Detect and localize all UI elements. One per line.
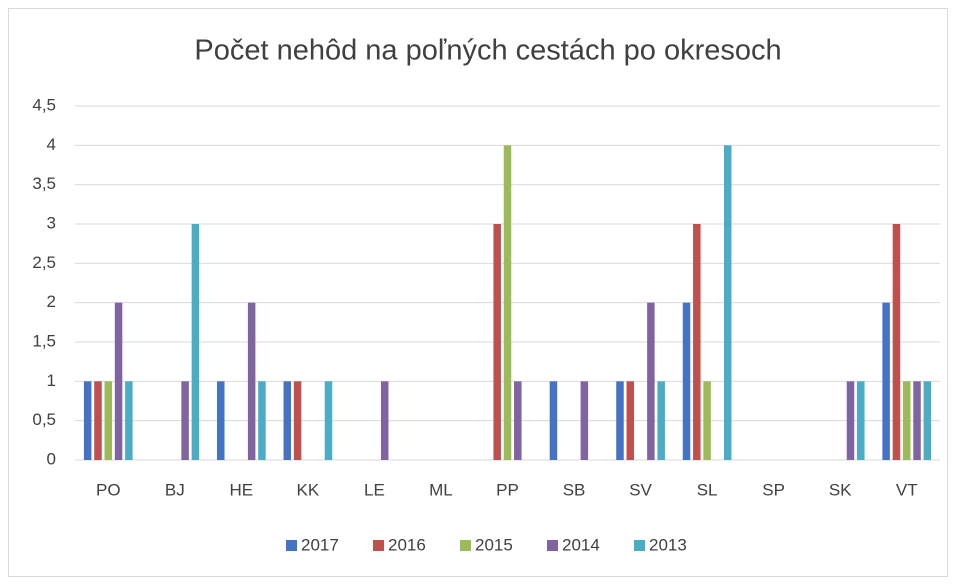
bar	[723, 145, 732, 461]
y-tick-label: 1	[47, 371, 56, 390]
y-tick-label: 2	[47, 292, 56, 311]
x-tick-label: SB	[563, 480, 586, 499]
y-tick-label: 2,5	[32, 253, 56, 272]
legend-label: 2015	[475, 535, 513, 554]
chart-frame	[8, 8, 948, 577]
x-tick-label: PP	[496, 480, 519, 499]
x-tick-label: SP	[762, 480, 785, 499]
bar	[616, 381, 624, 460]
bar	[114, 302, 123, 460]
bar	[503, 145, 512, 461]
legend-label: 2014	[562, 535, 600, 554]
bar	[703, 381, 711, 460]
y-tick-label: 4	[47, 135, 56, 154]
bar	[902, 381, 911, 460]
bar	[580, 381, 589, 460]
bar	[857, 381, 865, 460]
bar	[514, 381, 522, 460]
x-tick-label: SL	[697, 480, 718, 499]
bar	[258, 381, 266, 460]
bar	[83, 381, 92, 460]
legend-label: 2016	[388, 535, 426, 554]
bar	[626, 381, 635, 460]
bar	[125, 381, 133, 460]
bar	[104, 381, 113, 460]
x-tick-label: VT	[896, 480, 918, 499]
chart-title: Počet nehôd na poľných cestách po okreso…	[194, 35, 781, 67]
bar	[647, 302, 655, 460]
bar	[846, 381, 855, 460]
y-tick-label: 0	[47, 449, 56, 468]
bar	[882, 302, 890, 460]
y-tick-label: 3,5	[32, 174, 56, 193]
legend-swatch	[634, 540, 645, 551]
x-tick-label: HE	[230, 480, 254, 499]
bar	[493, 224, 501, 460]
x-tick-label: SK	[829, 480, 852, 499]
bar	[693, 224, 701, 460]
x-tick-label: SV	[629, 480, 652, 499]
y-tick-label: 0,5	[32, 410, 56, 429]
bar	[191, 224, 200, 460]
bar	[283, 381, 292, 460]
legend-label: 2017	[301, 535, 339, 554]
y-tick-label: 4,5	[32, 95, 56, 114]
bar	[892, 224, 901, 460]
bar	[657, 381, 665, 460]
legend-swatch	[286, 540, 297, 551]
bar	[181, 381, 189, 460]
bar	[549, 381, 558, 460]
x-tick-label: LE	[364, 480, 385, 499]
bar	[380, 381, 389, 460]
legend-label: 2013	[649, 535, 687, 554]
legend-swatch	[547, 540, 558, 551]
bar	[324, 381, 333, 460]
y-tick-label: 1,5	[32, 331, 56, 350]
bar	[913, 381, 921, 460]
bar	[682, 302, 691, 460]
y-tick-label: 3	[47, 213, 56, 232]
bar	[923, 381, 932, 460]
legend-swatch	[373, 540, 384, 551]
bar	[247, 302, 256, 460]
bar	[216, 381, 225, 460]
legend-swatch	[460, 540, 471, 551]
x-tick-label: KK	[297, 480, 320, 499]
x-tick-label: BJ	[165, 480, 185, 499]
x-tick-label: PO	[96, 480, 121, 499]
bar	[293, 381, 302, 460]
bar	[94, 381, 102, 460]
x-tick-label: ML	[429, 480, 453, 499]
